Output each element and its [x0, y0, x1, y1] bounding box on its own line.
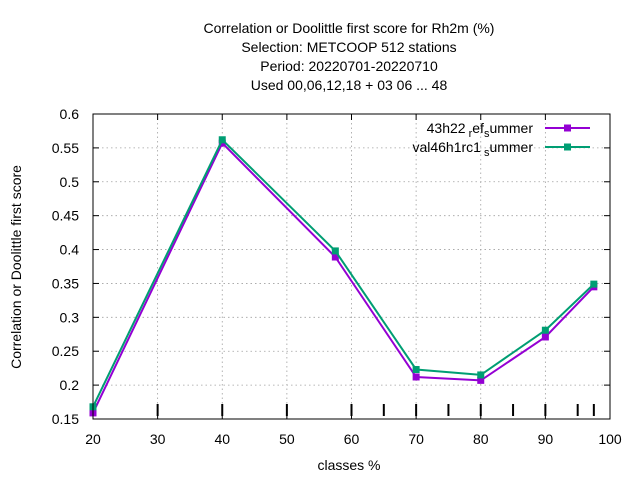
legend-label-part: ummer: [489, 120, 533, 136]
y-tick-label: 0.6: [60, 106, 80, 122]
series-2-point: [477, 371, 485, 379]
chart-title: Correlation or Doolittle first score for…: [204, 20, 495, 93]
y-tick-label: 0.3: [60, 309, 80, 325]
y-axis-ticks: 0.15 0.2 0.25 0.3 0.35 0.4 0.45 0.5 0.55 0.6: [52, 106, 610, 427]
legend-label-part: 43h22: [427, 120, 466, 136]
legend-label-part: ummer: [489, 139, 533, 155]
x-tick-label: 90: [538, 431, 554, 447]
y-tick-label: 0.35: [52, 275, 79, 291]
series-2-point: [590, 280, 598, 288]
y-axis-label: Correlation or Doolittle first score: [8, 165, 24, 369]
legend-label-part: r: [469, 128, 473, 140]
series-2-point: [331, 247, 339, 255]
x-tick-label: 80: [473, 431, 489, 447]
y-tick-label: 0.55: [52, 140, 79, 156]
series-1-point: [541, 333, 549, 341]
series-2-point: [541, 326, 549, 334]
legend-label-2: val46h1rc1 summer: [412, 139, 533, 159]
title-line-2: Selection: METCOOP 512 stations: [241, 39, 456, 55]
series-layer: [89, 136, 598, 417]
series-line-2: [92, 138, 595, 408]
series-1-point: [477, 376, 485, 384]
title-line-4: Used 00,06,12,18 + 03 06 ... 48: [251, 77, 448, 93]
x-tick-label: 50: [279, 431, 295, 447]
series-2-point: [218, 136, 226, 144]
legend-label-part: s: [484, 128, 490, 140]
series-2-point: [412, 366, 420, 374]
legend-label-part: val46h1rc1: [412, 139, 481, 155]
x-tick-label: 20: [85, 431, 101, 447]
title-line-1: Correlation or Doolittle first score for…: [204, 20, 495, 36]
legend-label-part: ef: [472, 120, 484, 136]
y-tick-label: 0.45: [52, 208, 79, 224]
class-marks: [92, 404, 595, 416]
y-tick-label: 0.4: [60, 242, 80, 258]
legend-marker-1: [564, 124, 571, 132]
grid-lines: [93, 114, 610, 419]
series-1-point: [412, 373, 420, 381]
y-tick-label: 0.25: [52, 343, 79, 359]
legend-label-1: 43h22 refsummer: [427, 120, 534, 140]
y-tick-label: 0.5: [60, 174, 80, 190]
x-tick-label: 30: [150, 431, 166, 447]
x-tick-label: 100: [598, 431, 622, 447]
x-tick-label: 70: [408, 431, 424, 447]
legend-label-part: s: [484, 147, 490, 159]
x-tick-label: 60: [344, 431, 360, 447]
title-line-3: Period: 20220701-20220710: [260, 58, 438, 74]
x-axis-label: classes %: [317, 457, 380, 473]
series-1-point: [331, 253, 339, 261]
series-line-1: [92, 141, 595, 414]
y-tick-label: 0.15: [52, 411, 79, 427]
x-tick-label: 40: [214, 431, 230, 447]
y-tick-label: 0.2: [60, 377, 80, 393]
legend-marker-2: [564, 143, 571, 151]
x-axis-ticks: 20 30 40 50 60 70 80 90 100: [85, 114, 622, 447]
